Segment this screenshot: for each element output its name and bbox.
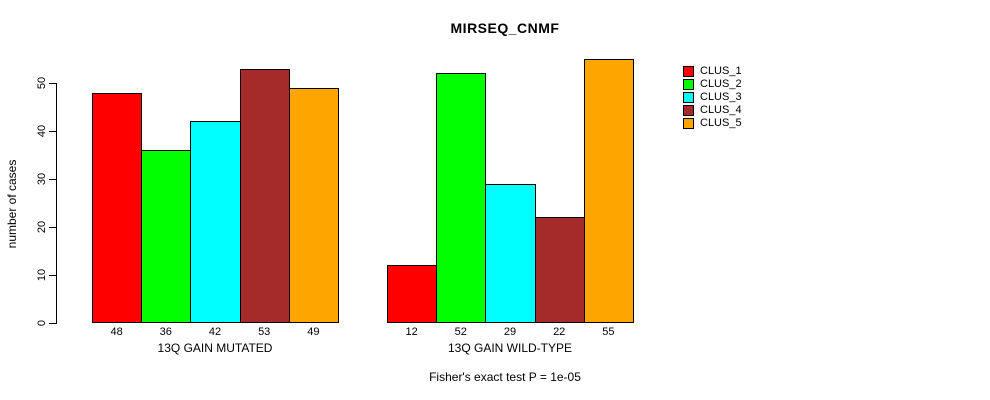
group-axis-label: 13Q GAIN WILD-TYPE [447, 341, 573, 355]
y-tick [49, 275, 56, 276]
bar-value-label: 55 [602, 326, 615, 338]
legend-swatch-clus_3 [683, 92, 694, 103]
legend-swatch-clus_4 [683, 105, 694, 116]
y-tick-label: 10 [36, 268, 48, 282]
y-tick [49, 323, 56, 324]
legend-label-clus_5: CLUS_5 [700, 117, 742, 129]
bar-clus_2-group2 [436, 73, 487, 323]
legend-label-clus_2: CLUS_2 [700, 78, 742, 90]
bar-value-label: 12 [405, 326, 418, 338]
bar-clus_4-group1 [239, 68, 290, 323]
bar-clus_1-group2 [387, 265, 438, 323]
legend-swatch-clus_2 [683, 79, 694, 90]
bar-value-label: 42 [208, 326, 222, 338]
y-tick-label: 30 [36, 172, 48, 186]
bar-clus_3-group1 [190, 121, 241, 323]
y-tick [49, 83, 56, 84]
bar-value-label: 49 [307, 326, 320, 338]
y-tick-label: 20 [36, 220, 48, 234]
bar-clus_1-group1 [92, 92, 143, 323]
y-axis [56, 83, 57, 324]
bar-clus_2-group1 [141, 150, 192, 323]
bar-clus_3-group2 [485, 183, 536, 323]
y-tick [49, 131, 56, 132]
legend-swatch-clus_1 [683, 66, 694, 77]
legend-label-clus_3: CLUS_3 [700, 91, 742, 103]
bar-clus_4-group2 [534, 217, 585, 323]
y-axis-label: number of cases [5, 159, 19, 249]
y-tick [49, 227, 56, 228]
bar-clus_5-group1 [288, 87, 339, 323]
y-tick-label: 0 [36, 319, 48, 327]
legend-label-clus_4: CLUS_4 [700, 104, 742, 116]
chart-title: MIRSEQ_CNMF [450, 20, 560, 36]
fisher-test-annotation: Fisher's exact test P = 1e-05 [429, 370, 581, 384]
y-tick-label: 40 [36, 124, 48, 138]
legend-label-clus_1: CLUS_1 [700, 65, 742, 77]
bar-value-label: 22 [553, 326, 566, 338]
y-tick-label: 50 [36, 76, 48, 90]
legend-swatch-clus_5 [683, 118, 694, 129]
group-axis-label: 13Q GAIN MUTATED [157, 341, 273, 355]
bar-value-label: 36 [159, 326, 172, 338]
y-tick [49, 179, 56, 180]
bar-value-label: 48 [110, 326, 123, 338]
bar-value-label: 53 [258, 326, 271, 338]
bar-value-label: 52 [454, 326, 467, 338]
bar-clus_5-group2 [583, 59, 634, 323]
bar-value-label: 29 [503, 326, 517, 338]
